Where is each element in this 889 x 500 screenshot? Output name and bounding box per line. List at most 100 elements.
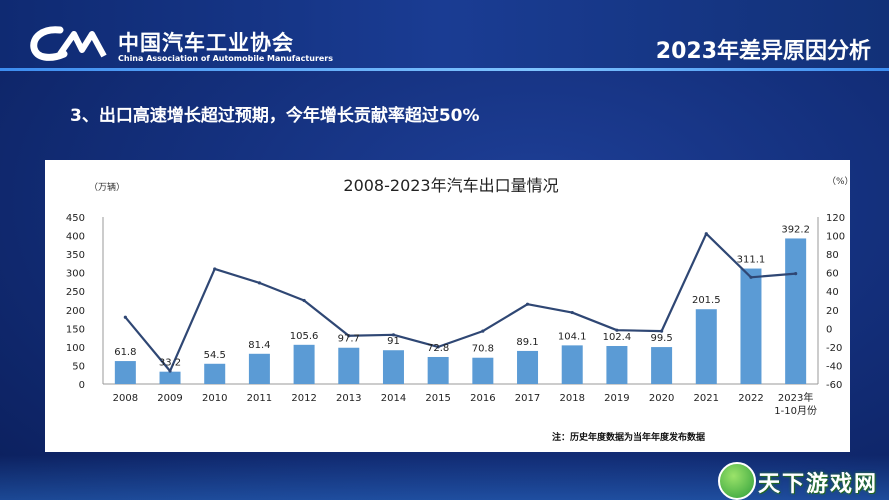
bar-value-label: 89.1 xyxy=(516,337,538,348)
growth-rate-point xyxy=(704,232,708,236)
growth-rate-point xyxy=(481,329,485,333)
growth-rate-point xyxy=(659,329,664,333)
x-tick-label: 2018 xyxy=(559,393,584,404)
chart-note: 注：历史年度数据为当年年度发布数据 xyxy=(552,431,705,443)
growth-rate-point xyxy=(347,334,351,338)
bar xyxy=(248,353,270,384)
bar xyxy=(159,371,181,384)
bar-value-label: 61.8 xyxy=(114,347,136,358)
left-tick-label: 450 xyxy=(66,213,85,224)
bar xyxy=(382,350,404,384)
right-tick-label: -40 xyxy=(826,361,842,372)
growth-rate-point xyxy=(615,328,619,332)
right-tick-label: 40 xyxy=(826,287,839,298)
bar xyxy=(472,357,494,384)
bar xyxy=(427,356,449,384)
x-tick-label: 2014 xyxy=(381,393,406,404)
bar-value-label: 81.4 xyxy=(248,340,270,351)
left-tick-label: 50 xyxy=(72,361,85,372)
left-tick-label: 100 xyxy=(66,343,85,354)
bar xyxy=(651,347,673,384)
x-tick-label: 2008 xyxy=(113,393,138,404)
bar xyxy=(338,347,360,384)
watermark-globe-icon xyxy=(718,462,756,500)
left-tick-label: 150 xyxy=(66,324,85,335)
bar-value-label: 104.1 xyxy=(558,331,587,342)
bar-value-label: 392.2 xyxy=(781,224,810,235)
growth-rate-point xyxy=(525,302,530,306)
x-tick-label: 2012 xyxy=(291,393,316,404)
bar-value-label: 102.4 xyxy=(603,332,632,343)
bar xyxy=(517,350,539,384)
growth-rate-point xyxy=(257,281,262,285)
growth-rate-point xyxy=(794,271,798,276)
growth-rate-point xyxy=(302,298,306,303)
bar-value-label: 311.1 xyxy=(737,255,766,266)
x-tick-label: 2010 xyxy=(202,393,227,404)
x-tick-label: 2013 xyxy=(336,393,361,404)
bar-value-label: 91 xyxy=(387,336,400,347)
x-tick-label: 2017 xyxy=(515,393,540,404)
bar xyxy=(740,268,762,384)
right-tick-label: 60 xyxy=(826,269,839,280)
right-tick-label: 120 xyxy=(826,213,845,224)
section-subtitle: 3、出口高速增长超过预期，今年增长贡献率超过50% xyxy=(70,106,480,126)
right-tick-label: 80 xyxy=(826,250,839,261)
right-tick-label: 0 xyxy=(826,324,832,335)
right-tick-label: -20 xyxy=(826,343,842,354)
bar-value-label: 97.7 xyxy=(338,334,360,345)
bar xyxy=(695,309,717,384)
right-tick-label: -60 xyxy=(826,380,842,391)
left-tick-label: 350 xyxy=(66,250,85,261)
bar-value-label: 105.6 xyxy=(290,331,319,342)
x-tick-label: 2022 xyxy=(738,393,763,404)
left-tick-label: 300 xyxy=(66,269,85,280)
left-tick-label: 250 xyxy=(66,287,85,298)
bar-value-label: 33.2 xyxy=(159,358,181,369)
left-tick-label: 0 xyxy=(79,380,85,391)
growth-rate-point xyxy=(213,267,217,271)
bar xyxy=(606,345,628,384)
slide-title: 2023年差异原因分析 xyxy=(655,39,871,64)
bar xyxy=(204,363,226,384)
chart-title: 2008-2023年汽车出口量情况 xyxy=(343,176,558,195)
right-tick-label: 20 xyxy=(826,306,839,317)
x-tick-label: 2009 xyxy=(157,393,182,404)
x-tick-label: 2016 xyxy=(470,393,495,404)
bar xyxy=(293,344,315,384)
left-axis-unit: （万辆） xyxy=(89,181,125,193)
growth-rate-point xyxy=(570,310,574,315)
bar xyxy=(561,345,583,384)
x-tick-label: 2021 xyxy=(694,393,719,404)
watermark-text: 天下游戏网 xyxy=(758,472,879,497)
bar-value-label: 54.5 xyxy=(204,350,226,361)
x-tick-label: 1-10月份 xyxy=(774,405,817,417)
right-axis-unit: （%） xyxy=(827,176,850,187)
watermark: 天下游戏网 xyxy=(718,462,879,500)
x-tick-label: 2011 xyxy=(247,393,272,404)
x-tick-label: 2015 xyxy=(425,393,450,404)
x-tick-label: 2019 xyxy=(604,393,629,404)
bar-value-label: 99.5 xyxy=(650,333,672,344)
growth-rate-point xyxy=(391,333,396,337)
growth-rate-line xyxy=(124,232,796,373)
header-divider xyxy=(0,68,889,71)
growth-rate-point xyxy=(749,275,753,279)
caam-logo xyxy=(30,26,107,61)
x-tick-label: 2020 xyxy=(649,393,674,404)
org-name-cn: 中国汽车工业协会 xyxy=(118,31,294,55)
chart-panel: 2008-2023年汽车出口量情况 （万辆） （%） 注：历史年度数据为当年年度… xyxy=(45,160,850,452)
left-tick-label: 200 xyxy=(66,306,85,317)
bar-value-label: 70.8 xyxy=(472,344,494,355)
export-chart: 2008-2023年汽车出口量情况 （万辆） （%） 注：历史年度数据为当年年度… xyxy=(66,176,850,443)
bar-value-label: 72.8 xyxy=(427,343,449,354)
growth-rate-point xyxy=(123,315,127,319)
growth-rate-point xyxy=(436,345,440,349)
org-name-en: China Association of Automobile Manufact… xyxy=(118,54,334,63)
bar xyxy=(114,361,136,384)
header-bar xyxy=(0,0,889,68)
x-tick-label: 2023年 xyxy=(778,391,813,404)
growth-rate-point xyxy=(168,369,172,373)
right-tick-label: 100 xyxy=(826,232,845,243)
bar xyxy=(785,238,807,384)
